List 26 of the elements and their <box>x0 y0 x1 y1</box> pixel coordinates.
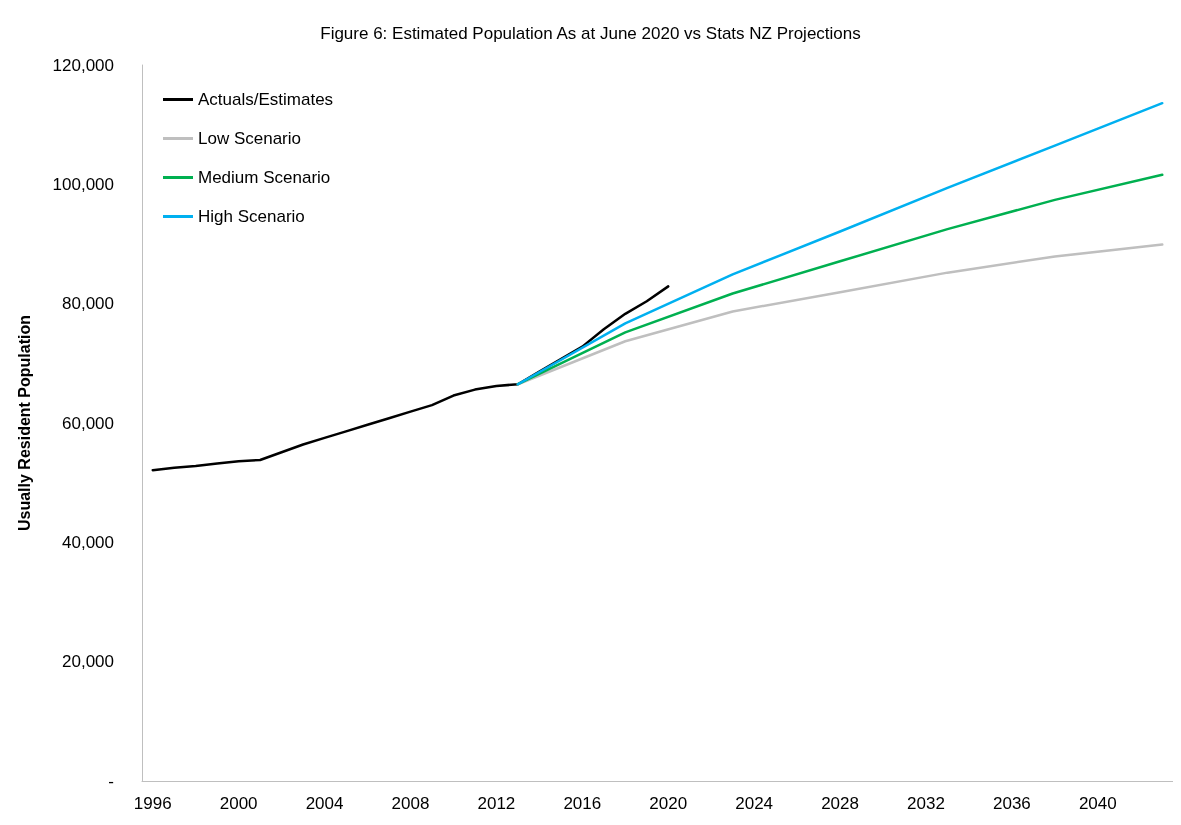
y-tick-label: 60,000 <box>62 413 114 433</box>
legend-label: Actuals/Estimates <box>198 90 334 109</box>
x-tick-label: 2024 <box>735 794 774 813</box>
legend-label: Medium Scenario <box>198 168 331 187</box>
y-tick-label: 120,000 <box>52 55 114 75</box>
x-tick-label: 2020 <box>649 794 688 813</box>
y-tick-label: 100,000 <box>52 174 114 194</box>
chart-title: Figure 6: Estimated Population As at June 2020 vs Stats NZ Projections <box>320 24 861 43</box>
y-tick-label: 40,000 <box>62 532 114 552</box>
x-tick-label: 2008 <box>391 794 430 813</box>
line-series <box>516 101 1164 386</box>
x-tick-label: 2016 <box>563 794 602 813</box>
x-tick-label: 2000 <box>219 794 258 813</box>
x-tick-label: 2012 <box>477 794 516 813</box>
y-tick-label: - <box>108 771 114 791</box>
x-tick-label: 2040 <box>1078 794 1117 813</box>
y-tick-label: 20,000 <box>62 652 114 672</box>
x-tick-label: 2032 <box>907 794 945 813</box>
x-tick-label: 2028 <box>821 794 859 813</box>
x-tick-label: 2004 <box>305 794 344 813</box>
y-tick-label: 80,000 <box>62 294 114 314</box>
x-tick-label: 1996 <box>133 794 172 813</box>
x-tick-label: 2036 <box>992 794 1031 813</box>
legend-label: High Scenario <box>198 207 305 226</box>
y-axis-title: Usually Resident Population <box>15 314 33 532</box>
legend-label: Low Scenario <box>198 129 302 148</box>
